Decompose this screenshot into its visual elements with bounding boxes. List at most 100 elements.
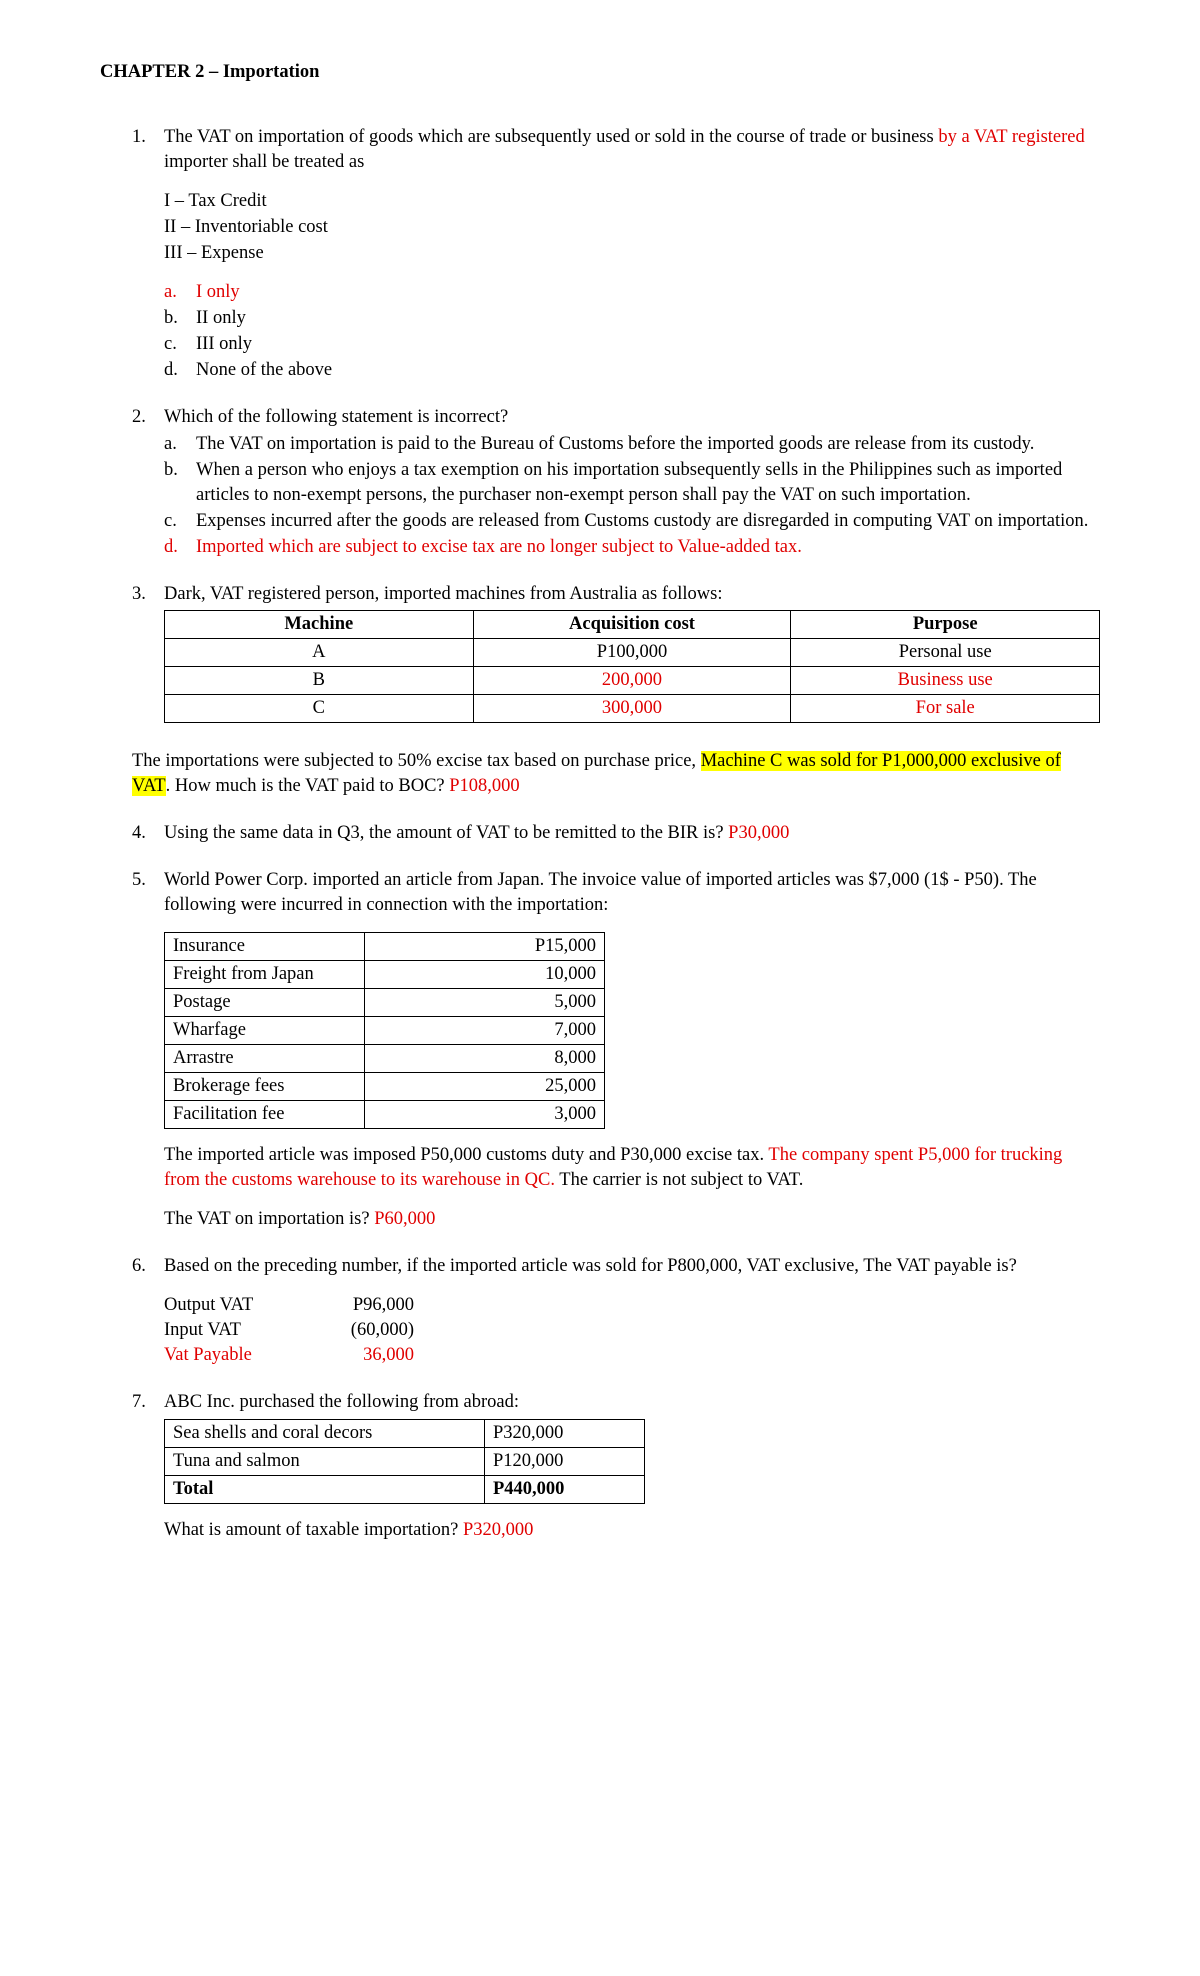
- cell-acq-cost: 300,000: [473, 695, 791, 723]
- cell-acq-cost: P100,000: [473, 639, 791, 667]
- cell-machine: B: [165, 667, 474, 695]
- table-row: TotalP440,000: [165, 1475, 645, 1503]
- calc-label: Output VAT: [164, 1293, 314, 1318]
- calc-label: Input VAT: [164, 1318, 314, 1343]
- q5-number: 5.: [132, 868, 146, 893]
- opt-text: II only: [196, 308, 246, 328]
- q2-options: a. The VAT on importation is paid to the …: [164, 432, 1100, 560]
- q3-answer: P108,000: [449, 776, 519, 796]
- opt-text: When a person who enjoys a tax exemption…: [196, 460, 1062, 505]
- cell-label: Brokerage fees: [165, 1073, 365, 1101]
- th-purpose: Purpose: [791, 611, 1100, 639]
- th-acq-cost: Acquisition cost: [473, 611, 791, 639]
- q1-text-b: importer shall be treated as: [164, 152, 364, 172]
- q2-opt-b: b. When a person who enjoys a tax exempti…: [164, 458, 1100, 508]
- cell-value: P15,000: [365, 933, 605, 961]
- question-4: 4. Using the same data in Q3, the amount…: [132, 821, 1100, 846]
- opt-text: The VAT on importation is paid to the Bu…: [196, 434, 1034, 454]
- cell-value: P440,000: [485, 1475, 645, 1503]
- cell-label: Total: [165, 1475, 485, 1503]
- table-row: Sea shells and coral decorsP320,000: [165, 1419, 645, 1447]
- q5-table: InsuranceP15,000 Freight from Japan10,00…: [164, 932, 605, 1129]
- table-row: Brokerage fees25,000: [165, 1073, 605, 1101]
- calc-row: Input VAT(60,000): [164, 1318, 1100, 1343]
- q5-para2: The imported article was imposed P50,000…: [164, 1143, 1100, 1193]
- table-row: Arrastre8,000: [165, 1045, 605, 1073]
- q4-text: Using the same data in Q3, the amount of…: [164, 823, 728, 843]
- q2-text: Which of the following statement is inco…: [164, 407, 508, 427]
- q5-p2a: The imported article was imposed P50,000…: [164, 1145, 768, 1165]
- q6-text: Based on the preceding number, if the im…: [164, 1256, 1017, 1276]
- q1-roman-list: I – Tax Credit II – Inventoriable cost I…: [164, 189, 1100, 266]
- cell-label: Insurance: [165, 933, 365, 961]
- opt-text: III only: [196, 334, 252, 354]
- q3-number: 3.: [132, 582, 146, 607]
- q5-para3: The VAT on importation is? P60,000: [164, 1207, 1100, 1232]
- q2-number: 2.: [132, 405, 146, 430]
- table-row: C 300,000 For sale: [165, 695, 1100, 723]
- cell-value: 25,000: [365, 1073, 605, 1101]
- calc-row: Output VATP96,000: [164, 1293, 1100, 1318]
- table-header-row: Machine Acquisition cost Purpose: [165, 611, 1100, 639]
- table-row: Wharfage7,000: [165, 1017, 605, 1045]
- q1-roman-iii: III – Expense: [164, 241, 1100, 266]
- cell-label: Sea shells and coral decors: [165, 1419, 485, 1447]
- cell-acq-cost: 200,000: [473, 667, 791, 695]
- cell-label: Postage: [165, 989, 365, 1017]
- opt-text: Imported which are subject to excise tax…: [196, 537, 802, 557]
- q5-answer: P60,000: [374, 1209, 435, 1229]
- q7-q-text: What is amount of taxable importation?: [164, 1520, 463, 1540]
- q1-roman-ii: II – Inventoriable cost: [164, 215, 1100, 240]
- opt-text: I only: [196, 282, 240, 302]
- q3-table: Machine Acquisition cost Purpose A P100,…: [164, 610, 1100, 723]
- q1-opt-a: a. I only: [164, 280, 1100, 305]
- q7-table: Sea shells and coral decorsP320,000 Tuna…: [164, 1419, 645, 1504]
- q2-opt-d: d. Imported which are subject to excise t…: [164, 535, 1100, 560]
- q1-opt-b: b. II only: [164, 306, 1100, 331]
- cell-value: 10,000: [365, 961, 605, 989]
- chapter-title: CHAPTER 2 – Importation: [100, 60, 1100, 85]
- q1-roman-i: I – Tax Credit: [164, 189, 1100, 214]
- opt-letter: d.: [164, 358, 178, 383]
- cell-label: Arrastre: [165, 1045, 365, 1073]
- question-6: 6. Based on the preceding number, if the…: [132, 1254, 1100, 1368]
- q2-opt-c: c. Expenses incurred after the goods are …: [164, 509, 1100, 534]
- q3-para-a: The importations were subjected to 50% e…: [132, 751, 701, 771]
- q7-text: ABC Inc. purchased the following from ab…: [164, 1392, 519, 1412]
- calc-value: P96,000: [314, 1293, 414, 1318]
- q1-text-a: The VAT on importation of goods which ar…: [164, 127, 938, 147]
- q5-p3: The VAT on importation is?: [164, 1209, 374, 1229]
- cell-label: Tuna and salmon: [165, 1447, 485, 1475]
- q1-number: 1.: [132, 125, 146, 150]
- calc-value: 36,000: [314, 1343, 414, 1368]
- cell-value: 8,000: [365, 1045, 605, 1073]
- q2-opt-a: a. The VAT on importation is paid to the …: [164, 432, 1100, 457]
- q3-followup: The importations were subjected to 50% e…: [132, 749, 1100, 799]
- cell-label: Wharfage: [165, 1017, 365, 1045]
- opt-letter: b.: [164, 458, 178, 483]
- cell-label: Facilitation fee: [165, 1101, 365, 1129]
- q6-calc: Output VATP96,000 Input VAT(60,000) Vat …: [164, 1293, 1100, 1368]
- table-row: Tuna and salmonP120,000: [165, 1447, 645, 1475]
- question-7: 7. ABC Inc. purchased the following from…: [132, 1390, 1100, 1543]
- q1-options: a. I only b. II only c.III only d. None of …: [164, 280, 1100, 383]
- cell-purpose: For sale: [791, 695, 1100, 723]
- q3-para-b: . How much is the VAT paid to BOC?: [166, 776, 450, 796]
- opt-text: Expenses incurred after the goods are re…: [196, 511, 1088, 531]
- opt-letter: c.: [164, 509, 177, 534]
- cell-value: P320,000: [485, 1419, 645, 1447]
- table-row: Facilitation fee3,000: [165, 1101, 605, 1129]
- opt-text: None of the above: [196, 360, 332, 380]
- opt-letter: a.: [164, 432, 177, 457]
- opt-letter: b.: [164, 306, 178, 331]
- cell-value: 5,000: [365, 989, 605, 1017]
- q6-number: 6.: [132, 1254, 146, 1279]
- opt-letter: d.: [164, 535, 178, 560]
- question-5: 5. World Power Corp. imported an article…: [132, 868, 1100, 1232]
- opt-letter: a.: [164, 280, 177, 305]
- question-3: 3. Dark, VAT registered person, imported…: [132, 582, 1100, 724]
- question-list-cont: 4. Using the same data in Q3, the amount…: [132, 821, 1100, 1542]
- q1-opt-c: c.III only: [164, 332, 1100, 357]
- q3-text: Dark, VAT registered person, imported ma…: [164, 584, 723, 604]
- q5-p2b: The carrier is not subject to VAT.: [555, 1170, 803, 1190]
